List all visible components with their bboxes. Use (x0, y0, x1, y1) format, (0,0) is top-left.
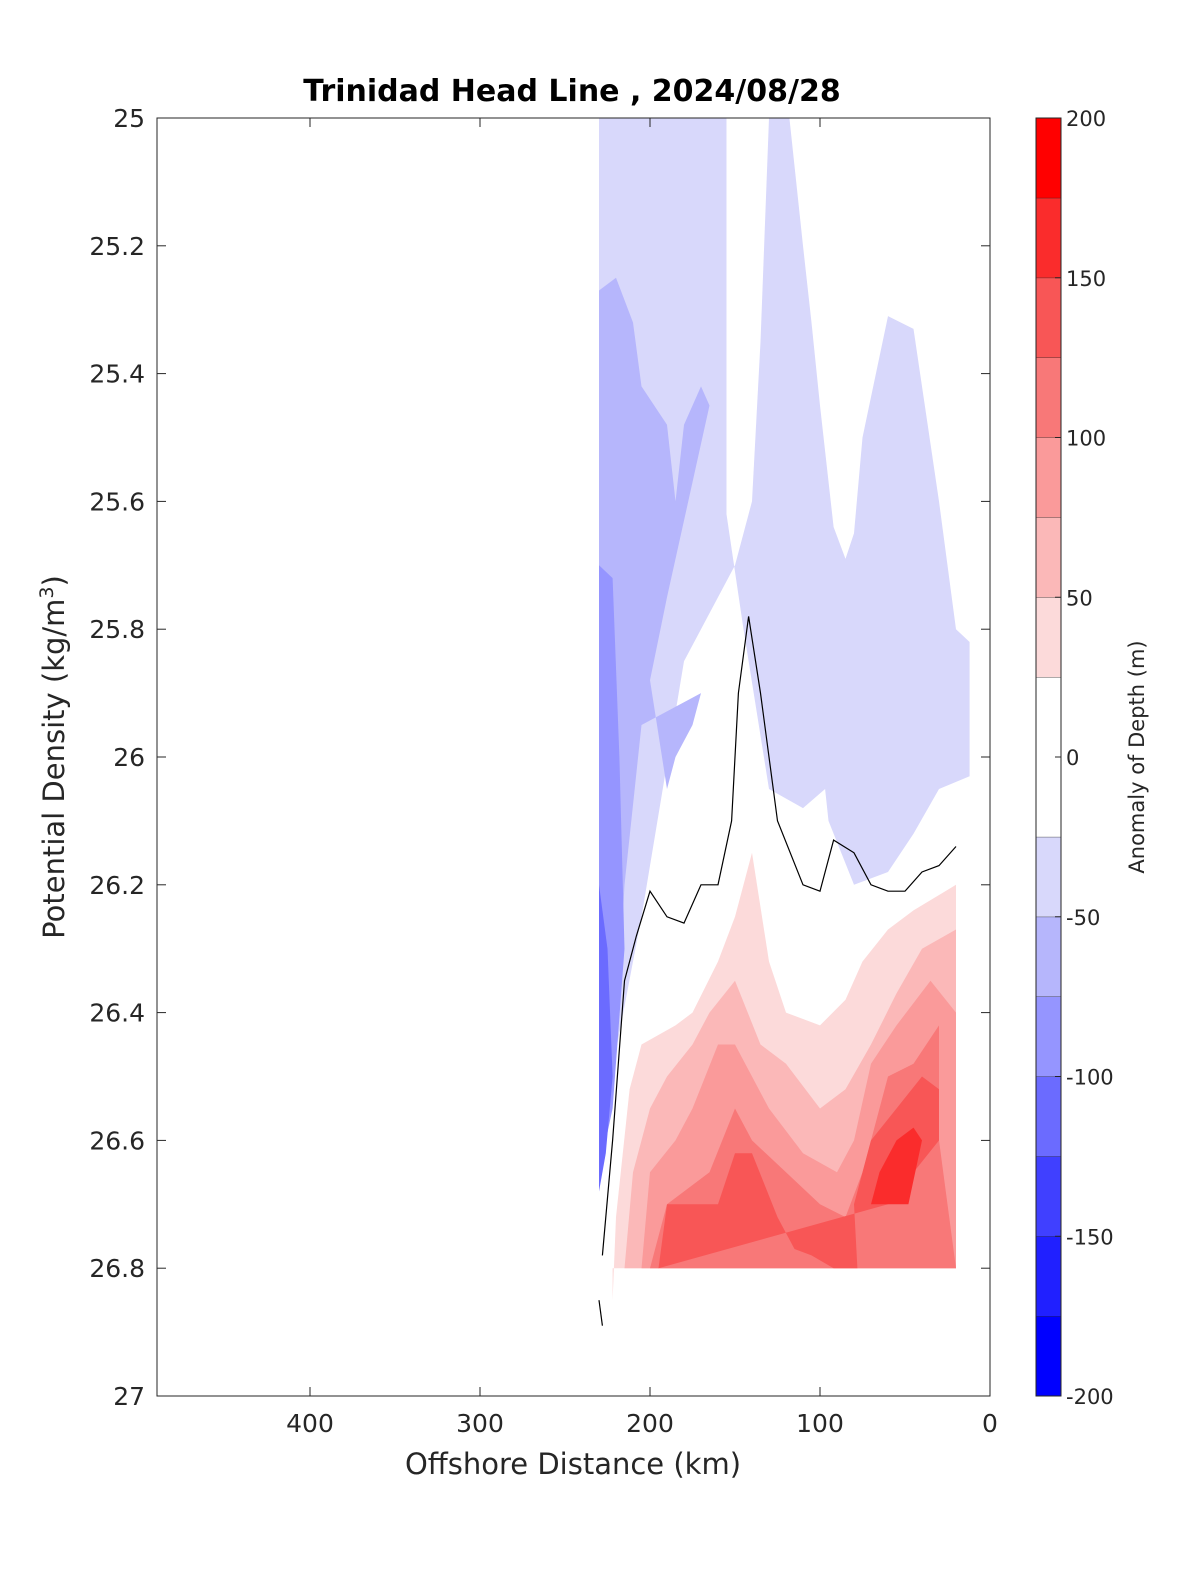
colorbar-band (1036, 437, 1061, 518)
x-tick-label: 400 (286, 1409, 334, 1438)
colorbar-band (1036, 836, 1061, 917)
x-tick-label: 200 (626, 1409, 674, 1438)
colorbar-tick-label: -100 (1066, 1066, 1114, 1090)
colorbar: 200 150 100 50 0 -50 -100 -150 -200 Anomaly of D… (1035, 107, 1149, 1409)
zero-contour-lines (598, 616, 957, 1326)
contour-region-9 (871, 1127, 922, 1205)
y-tick-label: 27 (113, 1382, 145, 1411)
y-tick-label: 25.8 (89, 615, 145, 644)
y-axis-ticks: 25 25.2 25.4 25.6 25.8 26 26.2 26.4 26.6 26.8 27 (89, 104, 990, 1411)
colorbar-band (1036, 118, 1061, 198)
y-tick-label: 26.4 (89, 999, 145, 1028)
y-tick-label: 25.4 (89, 360, 145, 389)
y-tick-label: 26 (113, 743, 145, 772)
colorbar-tick-label: 200 (1066, 107, 1106, 131)
y-tick-label: 26.2 (89, 871, 145, 900)
colorbar-tick-label: 100 (1066, 427, 1106, 451)
contour-region-0 (599, 118, 970, 1141)
y-tick-label: 26.6 (89, 1126, 145, 1155)
x-axis-label: Offshore Distance (km) (405, 1447, 741, 1481)
colorbar-band (1036, 1076, 1061, 1157)
x-tick-label: 300 (456, 1409, 504, 1438)
colorbar-band (1036, 197, 1061, 278)
colorbar-band (1036, 1156, 1061, 1237)
colorbar-ticks: 200 150 100 50 0 -50 -100 -150 -200 (1055, 107, 1114, 1409)
colorbar-band (1036, 996, 1061, 1077)
chart-title: Trinidad Head Line , 2024/08/28 (303, 74, 840, 109)
y-axis-label-main: Potential Density (kg/m (37, 599, 71, 939)
contour-region-1 (599, 277, 710, 1154)
colorbar-band (1036, 1316, 1061, 1396)
x-axis-ticks: 400 300 200 100 0 (286, 118, 998, 1438)
y-axis-label: Potential Density (kg/m3) (36, 575, 71, 939)
zero-contour-tail (598, 1300, 603, 1326)
colorbar-tick-label: 150 (1066, 267, 1106, 291)
contour-region-8 (658, 1076, 939, 1269)
colorbar-band (1036, 357, 1061, 438)
colorbar-tick-label: -50 (1066, 906, 1100, 930)
y-axis-label-superscript: 3 (36, 586, 58, 598)
colorbar-tick-label: 0 (1066, 746, 1079, 770)
colorbar-band (1036, 916, 1061, 997)
colorbar-tick-label: -200 (1066, 1385, 1114, 1409)
y-tick-label: 25.2 (89, 232, 145, 261)
x-tick-label: 100 (796, 1409, 844, 1438)
colorbar-label: Anomaly of Depth (m) (1125, 640, 1149, 873)
colorbar-band (1036, 517, 1061, 598)
y-axis-label-close: ) (37, 575, 71, 586)
colorbar-tick-label: -150 (1066, 1225, 1114, 1249)
y-tick-label: 26.8 (89, 1254, 145, 1283)
zero-contour-line (601, 616, 957, 1256)
colorbar-tick-label: 50 (1066, 586, 1093, 610)
colorbar-band (1036, 597, 1061, 678)
contour-region-3 (599, 884, 613, 1192)
colorbar-bands (1036, 117, 1061, 1396)
colorbar-band (1036, 277, 1061, 358)
x-tick-label: 0 (982, 1409, 998, 1438)
filled-contour-regions (599, 118, 970, 1301)
colorbar-band (1036, 1236, 1061, 1317)
y-tick-label: 25.6 (89, 487, 145, 516)
plot-area: 400 300 200 100 0 25 25.2 25.4 25.6 25.8 26 26.2 26… (89, 104, 998, 1438)
y-tick-label: 25 (113, 104, 145, 133)
